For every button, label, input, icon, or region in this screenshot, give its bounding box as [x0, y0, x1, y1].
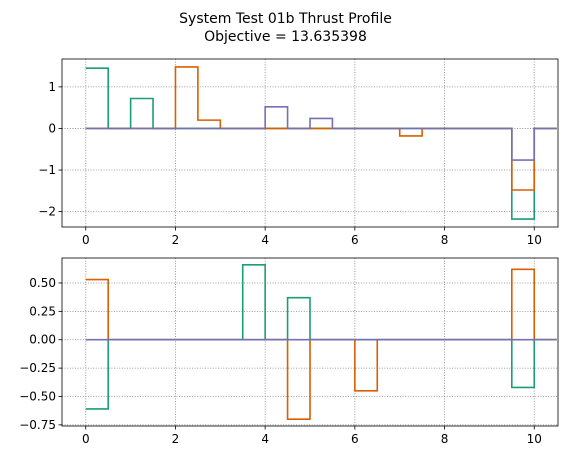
axes-frame [61, 58, 559, 228]
y-tick-label: −2 [38, 205, 56, 219]
x-tick-label: 8 [441, 233, 449, 247]
chart-title-line-1: System Test 01b Thrust Profile [179, 11, 392, 27]
y-tick-label: 0.00 [29, 333, 56, 347]
series-1-line [85, 67, 557, 220]
x-tick-label: 0 [82, 432, 90, 446]
x-tick-label: 2 [172, 432, 180, 446]
y-tick-label: 0.25 [29, 304, 56, 318]
x-tick-label: 2 [172, 233, 180, 247]
axes-frame [61, 257, 559, 427]
y-tick-label: −0.25 [19, 361, 56, 375]
bottom-subplot: 0 2 4 6 8 10 0.50 0.25 0.00 −0.25 −0.50 −0.75 [19, 257, 559, 446]
y-tick-label: −1 [38, 163, 56, 177]
y-tick-label: −0.75 [19, 418, 56, 432]
x-tick-label: 4 [261, 432, 269, 446]
series-3-line [85, 106, 557, 161]
x-tick-label: 10 [527, 233, 542, 247]
chart-title-line-2: Objective = 13.635398 [204, 29, 367, 45]
y-tick-label: 1 [48, 80, 56, 94]
y-tick-label: −0.50 [19, 389, 56, 403]
y-tick-label: 0.50 [29, 276, 56, 290]
x-tick-label: 6 [351, 432, 359, 446]
series-1-line [85, 264, 557, 410]
x-tick-label: 0 [82, 233, 90, 247]
x-tick-label: 10 [527, 432, 542, 446]
x-tick-label: 4 [261, 233, 269, 247]
x-tick-label: 8 [441, 432, 449, 446]
x-tick-label: 6 [351, 233, 359, 247]
y-tick-label: 0 [48, 121, 56, 135]
